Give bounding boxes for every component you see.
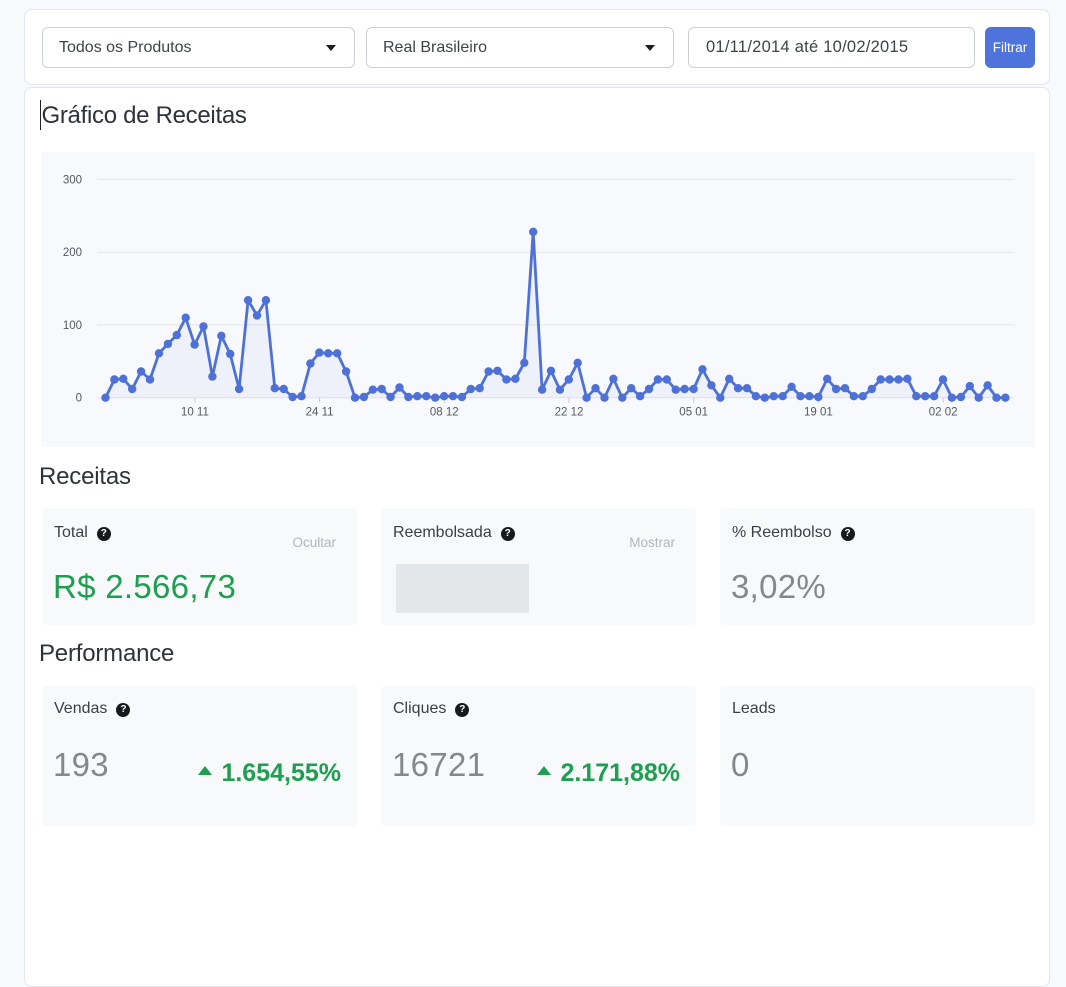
svg-text:24 11: 24 11 bbox=[306, 407, 334, 419]
svg-text:02 02: 02 02 bbox=[929, 407, 958, 419]
svg-text:10 11: 10 11 bbox=[181, 407, 209, 419]
svg-text:05 01: 05 01 bbox=[679, 407, 708, 419]
svg-text:19 01: 19 01 bbox=[804, 407, 833, 419]
svg-text:100: 100 bbox=[63, 320, 82, 332]
svg-text:200: 200 bbox=[63, 247, 82, 259]
svg-text:0: 0 bbox=[76, 393, 82, 405]
svg-text:300: 300 bbox=[63, 174, 82, 186]
svg-text:08 12: 08 12 bbox=[430, 407, 459, 419]
svg-text:22 12: 22 12 bbox=[555, 407, 584, 419]
